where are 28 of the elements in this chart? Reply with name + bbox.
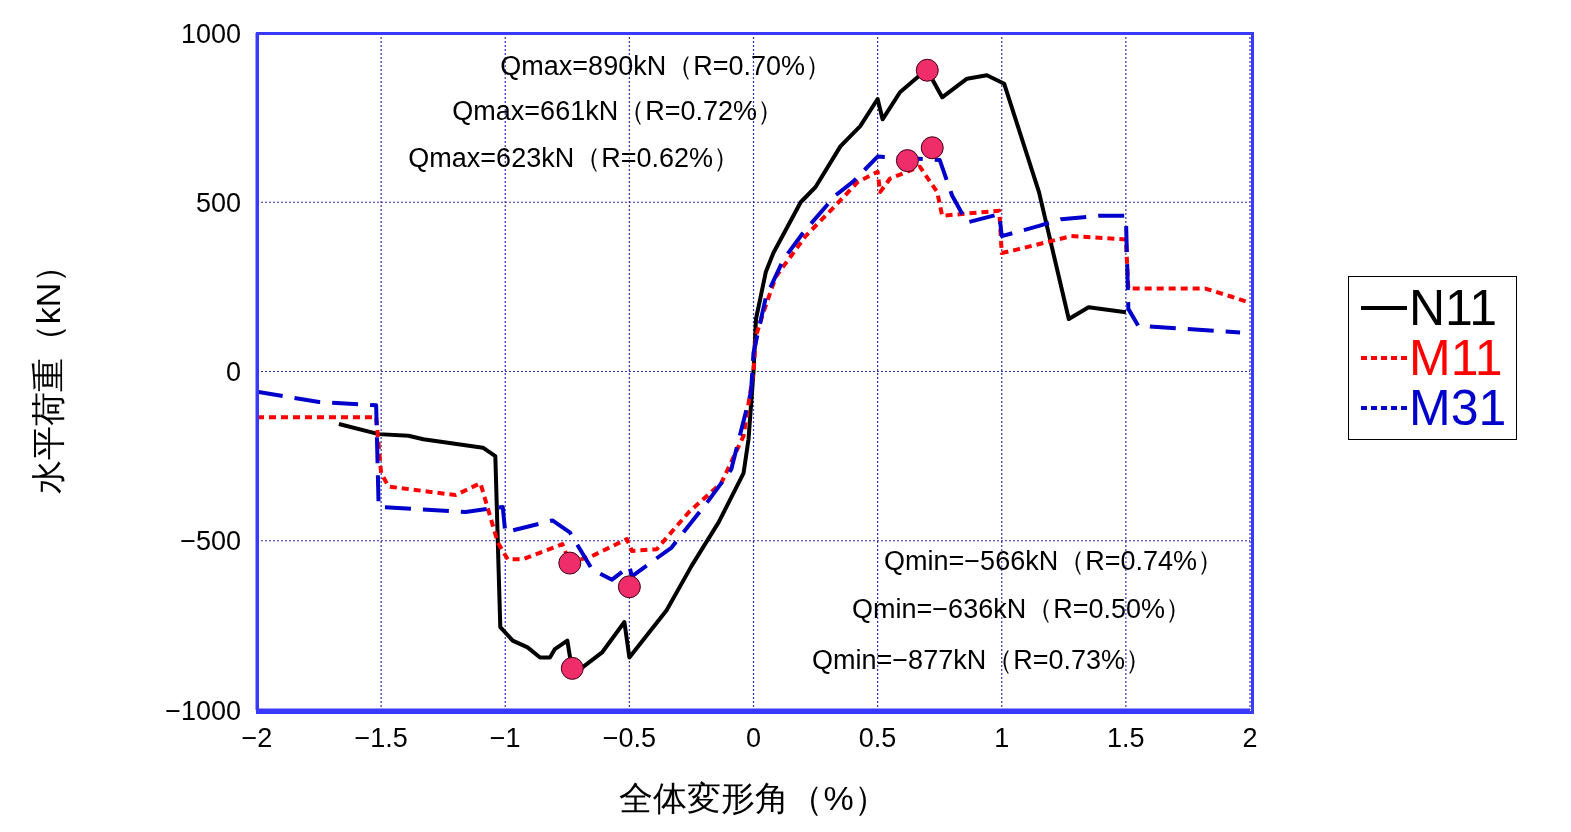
y-tick-label: −1000	[165, 695, 241, 726]
x-tick-label: −2	[241, 723, 273, 754]
y-tick-label: 0	[225, 357, 241, 388]
point	[560, 656, 584, 680]
y-tick-label: −500	[180, 526, 241, 557]
point	[558, 551, 582, 575]
y-tick-label: 500	[195, 187, 241, 218]
annotation: Qmax=890kN（R=0.70%）	[500, 50, 832, 83]
annotation: Qmin=−636kN（R=0.50%）	[852, 593, 1192, 626]
point	[920, 136, 944, 160]
annotation: Qmin=−566kN（R=0.74%）	[884, 545, 1224, 578]
point	[895, 149, 919, 173]
x-axis-title: 全体変形角（%）	[619, 779, 888, 817]
y-axis-title: 水平荷重（kN）	[29, 248, 68, 495]
x-tick-label: 1.5	[1107, 723, 1145, 754]
annotation: Qmin=−877kN（R=0.73%）	[812, 644, 1152, 677]
point	[617, 575, 641, 599]
x-tick-label: 0	[745, 723, 762, 754]
x-tick-label: −1.5	[354, 723, 408, 754]
x-tick-label: −0.5	[602, 723, 657, 754]
x-tick-label: 0.5	[858, 723, 897, 754]
x-tick-label: 1	[994, 723, 1010, 754]
x-tick-label: 2	[1242, 723, 1258, 754]
y-tick-label: 1000	[180, 18, 241, 49]
annotation: Qmax=661kN（R=0.72%）	[452, 95, 784, 128]
annotation: Qmax=623kN（R=0.62%）	[408, 142, 740, 175]
x-tick-label: −1	[489, 723, 521, 754]
point	[915, 58, 939, 82]
